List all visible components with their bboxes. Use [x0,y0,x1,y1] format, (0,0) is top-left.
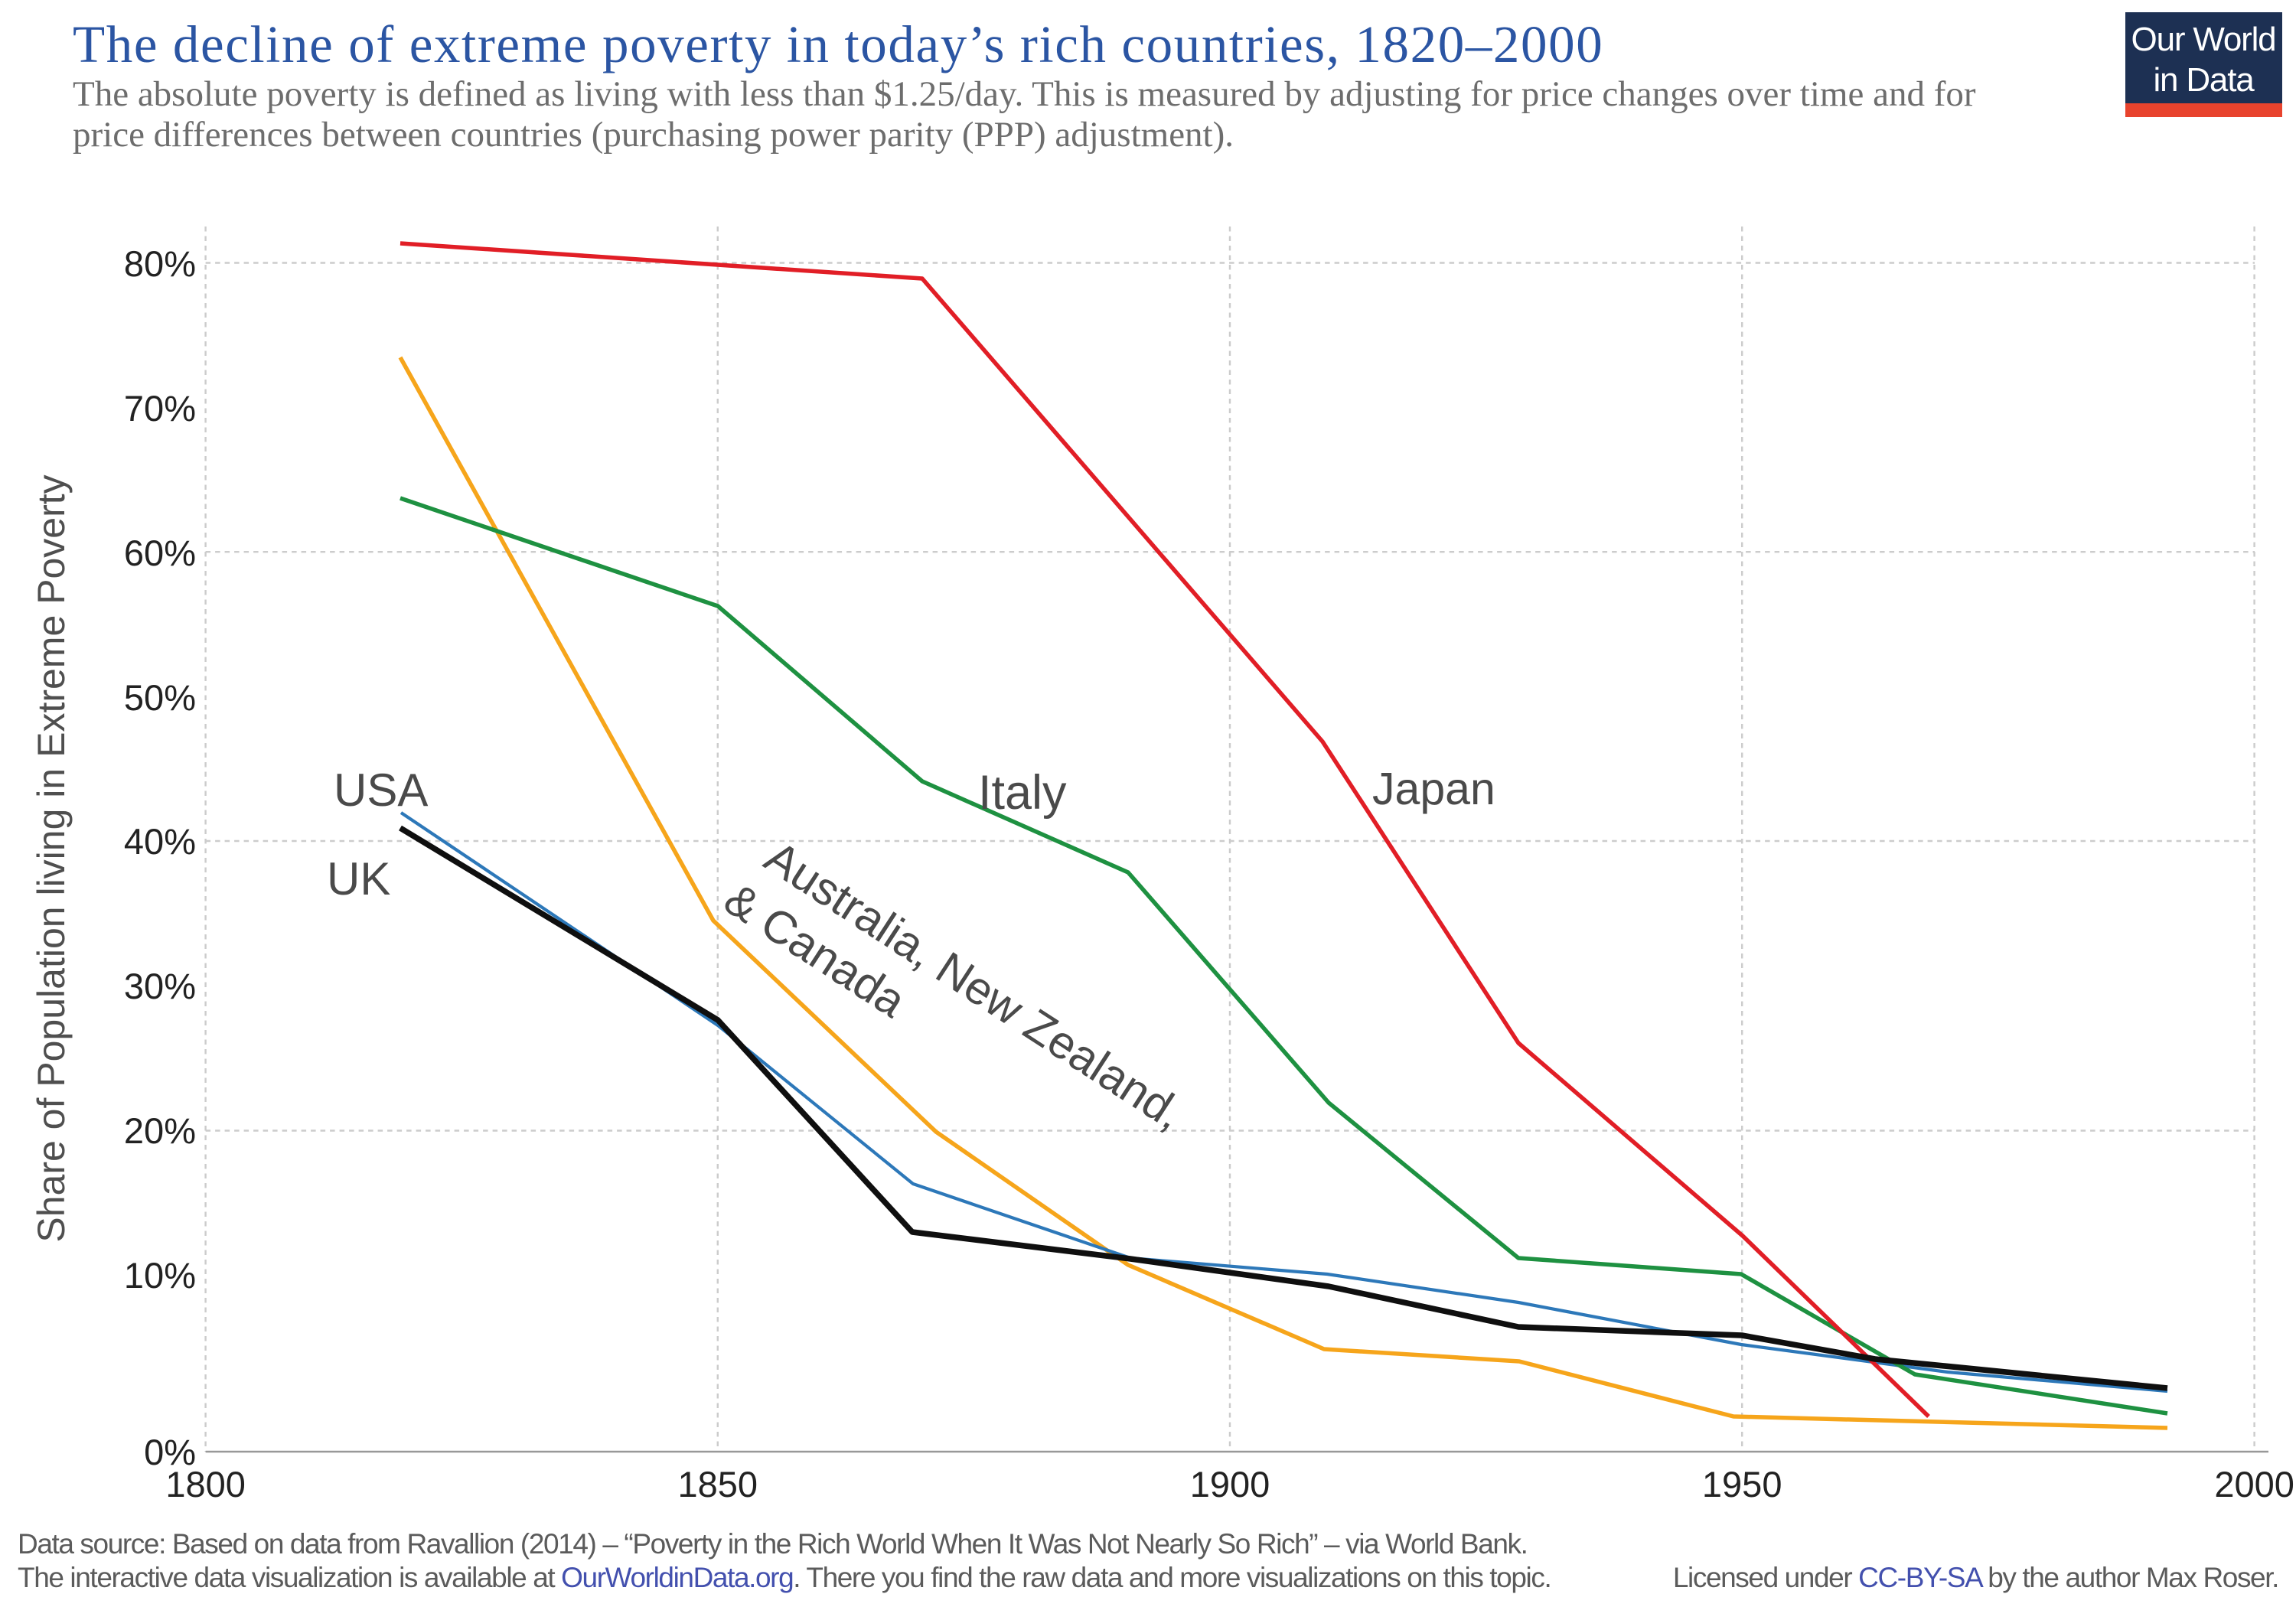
svg-text:USA: USA [334,764,428,816]
svg-text:70%: 70% [124,388,196,429]
svg-text:UK: UK [327,853,390,905]
svg-text:The interactive data visualiza: The interactive data visualization is av… [18,1562,1551,1593]
svg-text:80%: 80% [124,243,196,284]
svg-text:price differences between coun: price differences between countries (pur… [73,115,1234,155]
svg-text:20%: 20% [124,1110,196,1151]
svg-text:1800: 1800 [165,1464,246,1504]
svg-text:The absolute poverty is define: The absolute poverty is defined as livin… [73,74,1976,114]
svg-text:Share of Population living in: Share of Population living in Extreme Po… [30,474,73,1242]
svg-text:1950: 1950 [1702,1464,1782,1504]
svg-text:1900: 1900 [1190,1464,1270,1504]
svg-text:10%: 10% [124,1255,196,1296]
svg-text:Japan: Japan [1372,764,1495,814]
svg-text:50%: 50% [124,677,196,718]
svg-text:Licensed under CC-BY-SA by the: Licensed under CC-BY-SA by the author Ma… [1673,1562,2278,1593]
svg-text:Data source: Based on data fro: Data source: Based on data from Ravallio… [18,1528,1528,1560]
svg-text:30%: 30% [124,966,196,1006]
svg-text:2000: 2000 [2214,1464,2294,1504]
svg-text:Italy: Italy [978,766,1067,820]
svg-text:1850: 1850 [678,1464,758,1504]
svg-text:in Data: in Data [2153,61,2255,99]
svg-text:60%: 60% [124,533,196,573]
svg-text:0%: 0% [144,1432,196,1472]
svg-text:Our World: Our World [2131,21,2276,58]
svg-text:The decline of extreme poverty: The decline of extreme poverty in today’… [73,15,1603,73]
svg-text:40%: 40% [124,821,196,862]
